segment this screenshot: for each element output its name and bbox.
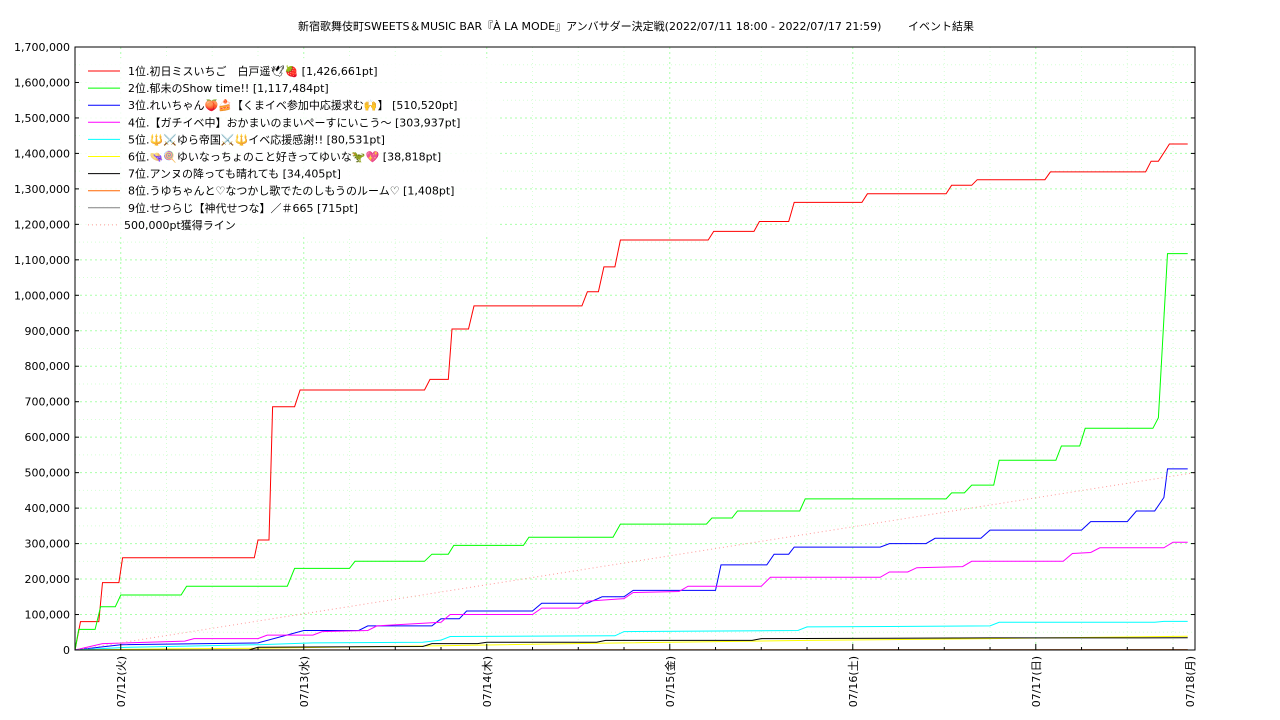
- y-tick-label: 700,000: [25, 396, 71, 409]
- legend-entry: 6位.👒🍭ゆいなっちょのこと好きってゆいな🦖💖 [38,818pt]: [128, 150, 441, 164]
- series-line-4: [74, 541, 1188, 651]
- legend-entry: 500,000pt獲得ライン: [124, 219, 236, 232]
- legend-entry: 1位.初日ミスいちご 白戸遥🕊🍓 [1,426,661pt]: [128, 64, 378, 78]
- y-tick-label: 1,000,000: [14, 289, 70, 302]
- series-line-2: [74, 253, 1188, 651]
- y-tick-label: 100,000: [25, 609, 71, 622]
- plot-frame: [74, 46, 1196, 651]
- y-tick-label: 1,700,000: [14, 41, 70, 54]
- legend-entry: 9位.せつらじ【神代せつな】／＃665 [715pt]: [128, 201, 358, 215]
- x-tick-label: 07/16(土): [847, 656, 860, 707]
- y-tick-label: 0: [63, 644, 70, 657]
- legend-entry: 8位.うゆちゃんと♡なつかし歌でたのしもうのルーム♡ [1,408pt]: [128, 184, 454, 198]
- y-tick-label: 300,000: [25, 538, 71, 551]
- y-tick-label: 200,000: [25, 573, 71, 586]
- x-tick-label: 07/18(月): [1184, 656, 1197, 707]
- axes: 0 100,000 200,000 300,000 400,000 500,000 600,…: [14, 41, 1197, 707]
- legend-entry: 3位.れいちゃん🍑🍰【くまイベ参加中応援求む🙌】 [510,520pt]: [128, 98, 457, 112]
- y-tick-label: 1,400,000: [14, 147, 70, 160]
- series-line-6: [74, 635, 1188, 651]
- legend-entry: 5位.🔱⚔️ゆら帝国⚔️🔱イベ応援感謝!! [80,531pt]: [128, 132, 385, 146]
- x-tick-label: 07/13(水): [298, 656, 311, 707]
- legend-background: [80, 58, 500, 236]
- x-tick-label: 07/12(火): [115, 656, 128, 707]
- y-tick-label: 600,000: [25, 431, 71, 444]
- legend: 1位.初日ミスいちご 白戸遥🕊🍓 [1,426,661pt] 2位.郁未のShow…: [80, 58, 500, 236]
- x-tick-label: 07/14(木): [481, 656, 494, 707]
- legend-entry: 7位.アンヌの降っても晴れても [34,405pt]: [128, 167, 341, 181]
- y-tick-label: 800,000: [25, 360, 71, 373]
- legend-entry: 2位.郁未のShow time!! [1,117,484pt]: [128, 81, 329, 95]
- x-tick-label: 07/17(日): [1030, 656, 1043, 707]
- y-tick-label: 500,000: [25, 467, 71, 480]
- legend-entry: 4位.【ガチイベ中】おかまいのまいぺーすにいこう〜 [303,937pt]: [128, 115, 460, 129]
- y-tick-label: 400,000: [25, 502, 71, 515]
- y-tick-label: 1,600,000: [14, 76, 70, 89]
- y-tick-label: 1,200,000: [14, 218, 70, 231]
- series-line-10: [74, 472, 1196, 651]
- series-line-5: [74, 620, 1188, 651]
- chart-title: 新宿歌舞伎町SWEETS＆MUSIC BAR『À LA MODE』アンバサダー決…: [298, 19, 881, 33]
- series-line-3: [74, 468, 1188, 651]
- series-line-1: [74, 143, 1188, 651]
- x-tick-label: 07/15(金): [663, 656, 677, 707]
- chart-subtitle: イベント結果: [908, 19, 974, 33]
- y-tick-label: 1,100,000: [14, 254, 70, 267]
- y-tick-label: 1,500,000: [14, 112, 70, 125]
- y-tick-label: 1,300,000: [14, 183, 70, 196]
- y-tick-label: 900,000: [25, 325, 71, 338]
